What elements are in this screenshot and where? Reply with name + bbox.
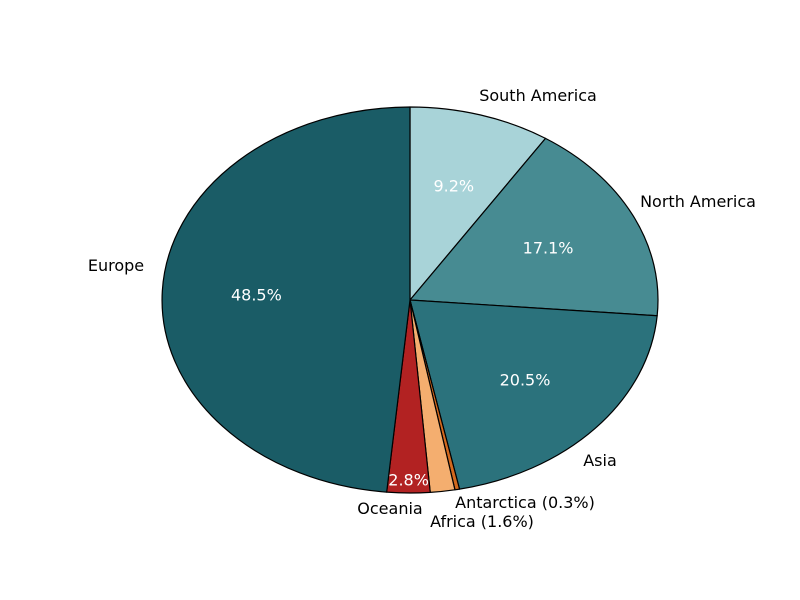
category-label-africa: Africa (1.6%) [430,512,534,531]
category-labels: South America North America Asia Antarctica… [88,86,756,531]
pie-slice-south-america [409,106,547,301]
pie-slices [161,106,659,494]
percent-label-north-america: 17.1% [523,238,574,257]
percent-label-asia: 20.5% [500,370,551,389]
percent-label-europe: 48.5% [231,285,282,304]
category-label-oceania: Oceania [357,499,422,518]
percent-label-oceania: 2.8% [388,471,429,490]
pie-slice-europe [161,106,411,493]
category-label-europe: Europe [88,256,144,275]
pie-slice-asia [409,299,658,490]
category-label-north-america: North America [640,192,756,211]
percent-labels: 9.2% 17.1% 20.5% 2.8% 48.5% [231,176,574,489]
category-label-antarctica: Antarctica (0.3%) [455,493,595,512]
category-label-south-america: South America [479,86,597,105]
category-label-asia: Asia [583,451,617,470]
percent-label-south-america: 9.2% [433,176,474,195]
pie-slice-north-america [409,137,659,317]
